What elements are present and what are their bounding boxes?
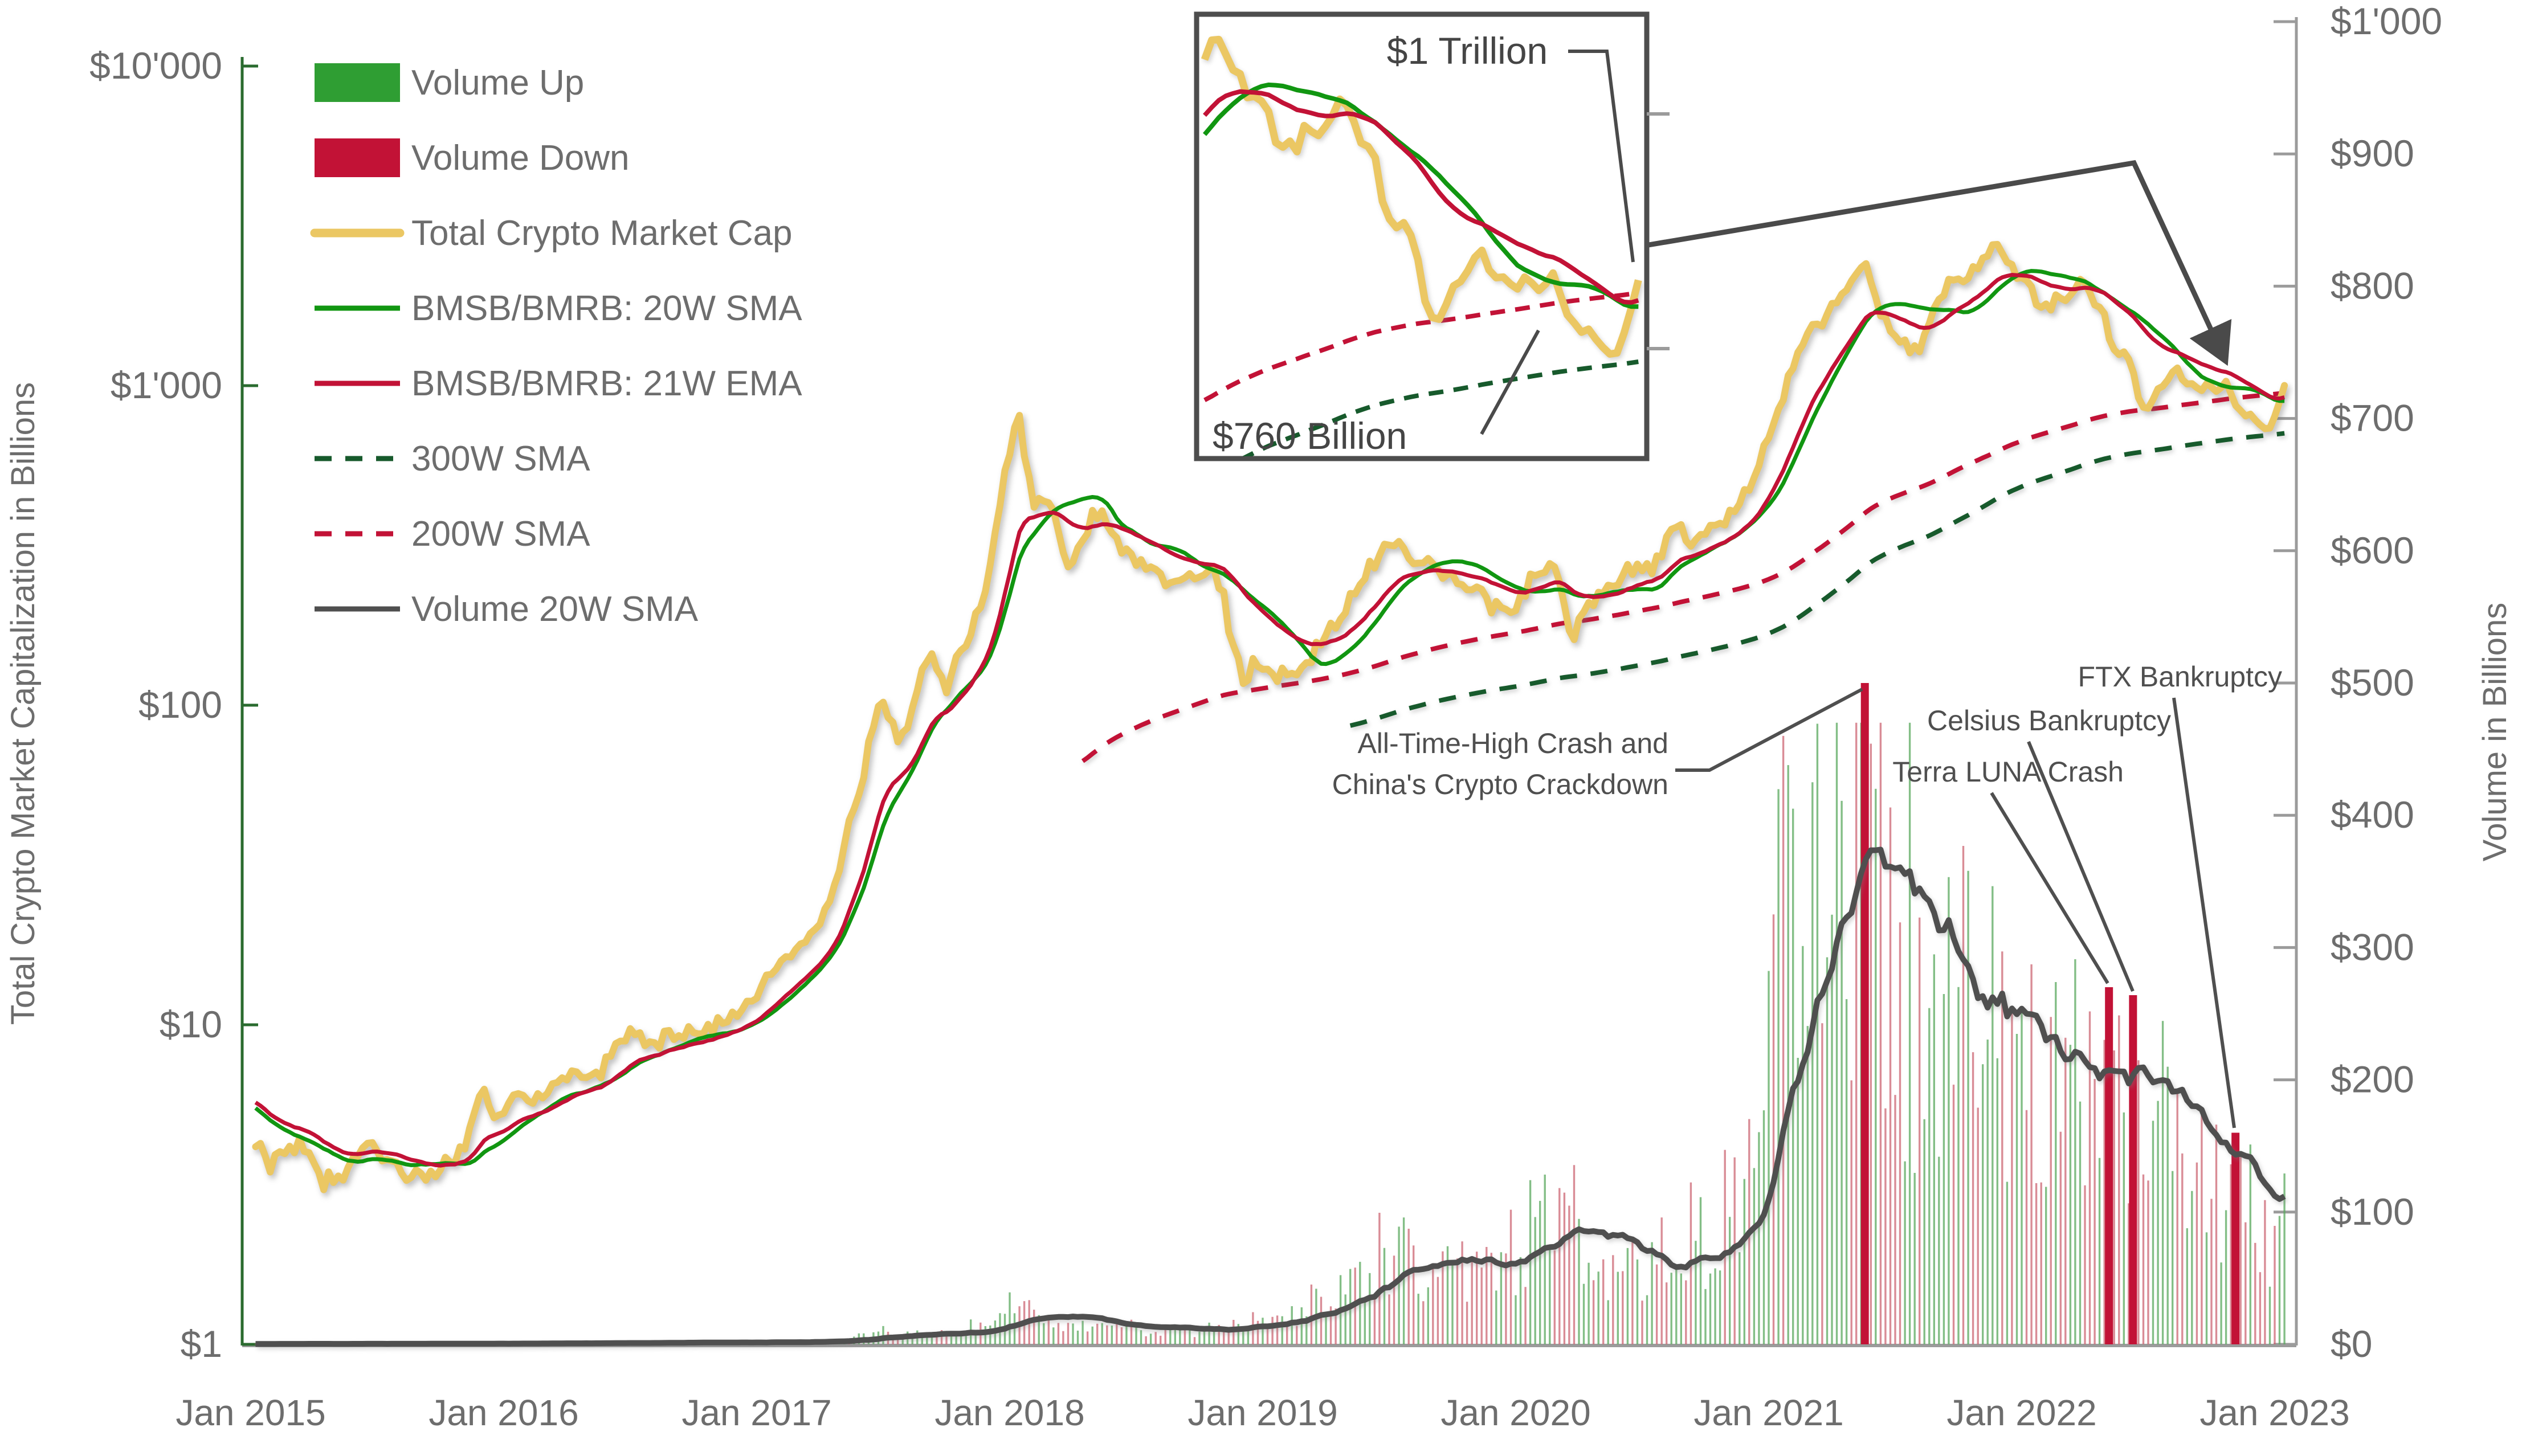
- annotations: All-Time-High Crash and China's Crypto Cr…: [1332, 159, 2282, 1128]
- legend-swatch-rect: [315, 63, 400, 102]
- volume-bars-down: [254, 722, 2276, 1344]
- legend-item-total-crypto-market-cap: Total Crypto Market Cap: [310, 214, 792, 253]
- bmsb-21w-ema-line: [254, 273, 2285, 1168]
- legend-item-volume-down: Volume Down: [315, 138, 630, 178]
- x-axis-tick-label: Jan 2019: [1187, 1392, 1337, 1433]
- legend-label: BMSB/BMRB: 21W EMA: [411, 364, 802, 403]
- legend-label: BMSB/BMRB: 20W SMA: [411, 289, 802, 328]
- inset-content: [1201, 35, 1642, 456]
- legend: Volume Up Volume Down Total Crypto Market …: [310, 63, 802, 629]
- celsius-connector: [2027, 741, 2135, 992]
- right-axis-tick-label: $200: [2331, 1058, 2414, 1101]
- right-axis-tick-label: $500: [2331, 661, 2414, 704]
- legend-label: Volume Up: [411, 63, 584, 103]
- left-axis-tick-label: $100: [138, 684, 222, 726]
- x-axis-tick-label: Jan 2023: [2199, 1392, 2349, 1433]
- x-axis-tick-label: Jan 2015: [176, 1392, 325, 1433]
- left-axis-tick-label: $1'000: [111, 364, 222, 406]
- inset-market-cap: [1201, 35, 1642, 358]
- ath-crash-label-line1: All-Time-High Crash and: [1357, 727, 1668, 759]
- left-axis-title: Total Crypto Market Capitalization in Bi…: [5, 382, 42, 1025]
- legend-swatch-rect: [315, 138, 400, 177]
- x-axis-tick-label: Jan 2020: [1440, 1392, 1590, 1433]
- x-axis-tick-label: Jan 2021: [1693, 1392, 1843, 1433]
- left-axis-tick-label: $10: [160, 1003, 222, 1045]
- left-axis-tick-label: $1: [181, 1323, 222, 1365]
- legend-item-bmsb-bmrb-20w-sma: BMSB/BMRB: 20W SMA: [315, 289, 802, 328]
- right-axis-tick-label: $0: [2331, 1323, 2372, 1365]
- inset-zoom-chart: $1 Trillion $760 Billion: [1194, 11, 1670, 461]
- legend-label: Volume Down: [411, 138, 630, 178]
- right-axis-tick-label: $800: [2331, 264, 2414, 306]
- sma-300w-line: [1349, 431, 2285, 728]
- inset-low-connector: [1480, 329, 1540, 435]
- inset-high-label: $1 Trillion: [1387, 30, 1548, 72]
- legend-label: 300W SMA: [411, 439, 590, 478]
- inset-to-end-arrow: [1648, 159, 2232, 366]
- inset-ema-21w: [1203, 89, 1639, 305]
- terra-luna-connector: [1990, 792, 2109, 984]
- right-axis-tick-label: $1'000: [2331, 0, 2442, 42]
- ath-crash-connector: [1675, 688, 1863, 772]
- legend-item-volume-20w-sma: Volume 20W SMA: [315, 590, 699, 629]
- inset-sma-20w: [1202, 82, 1639, 309]
- legend-item-bmsb-bmrb-21w-ema: BMSB/BMRB: 21W EMA: [315, 364, 802, 403]
- total-market-cap-line: [252, 241, 2288, 1193]
- legend-label: Volume 20W SMA: [411, 590, 699, 629]
- right-axis-tick-label: $400: [2331, 794, 2414, 836]
- right-axis-tick-label: $300: [2331, 926, 2414, 968]
- inset-low-label: $760 Billion: [1213, 415, 1407, 457]
- right-axis-tick-label: $700: [2331, 397, 2414, 439]
- celsius-label: Celsius Bankruptcy: [1927, 705, 2171, 737]
- data-lines: [252, 241, 2288, 1347]
- terra-luna-label: Terra LUNA Crash: [1892, 756, 2124, 788]
- sma-200w-line: [1081, 390, 2285, 763]
- inset-high-connector: [1568, 50, 1635, 263]
- right-axis-tick-label: $100: [2331, 1191, 2414, 1233]
- right-axis-tick-label: $600: [2331, 529, 2414, 571]
- ftx-label: FTX Bankruptcy: [2078, 661, 2282, 693]
- ath-crash-label-line2: China's Crypto Crackdown: [1332, 768, 1668, 800]
- volume-bars-up: [264, 722, 2286, 1344]
- x-axis-tick-label: Jan 2017: [681, 1392, 831, 1433]
- volume-20w-sma-line: [255, 846, 2286, 1347]
- legend-label: 200W SMA: [411, 514, 590, 554]
- axes: $10'000 $1'000 $100 $10 $1 $1'000 $900 $800 $700…: [89, 0, 2442, 1433]
- x-axis-tick-label: Jan 2022: [1946, 1392, 2096, 1433]
- legend-item-300w-sma: 300W SMA: [315, 439, 590, 478]
- x-axis-tick-label: Jan 2016: [429, 1392, 578, 1433]
- right-axis-title: Volume in Billions: [2476, 603, 2513, 862]
- ftx-connector: [2172, 697, 2236, 1128]
- left-axis-tick-label: $10'000: [89, 44, 222, 87]
- legend-label: Total Crypto Market Cap: [411, 214, 792, 253]
- legend-item-volume-up: Volume Up: [315, 63, 584, 103]
- inset-frame: [1194, 11, 1650, 461]
- right-axis-tick-label: $900: [2331, 132, 2414, 174]
- legend-item-200w-sma: 200W SMA: [315, 514, 590, 554]
- x-axis-tick-label: Jan 2018: [934, 1392, 1084, 1433]
- inset-sma-300w: [1242, 359, 1639, 456]
